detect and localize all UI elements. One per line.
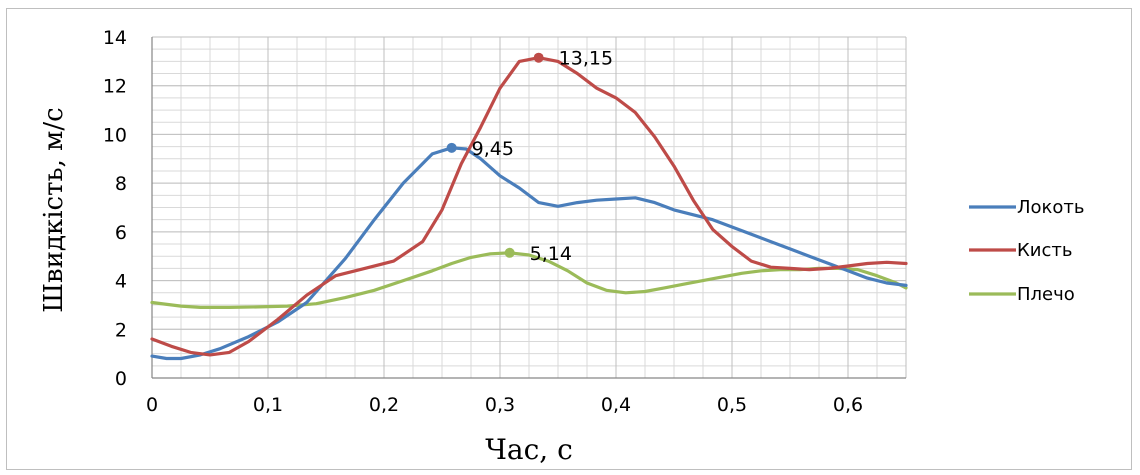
series-lines [150, 56, 908, 361]
x-tick-label: 0,2 [369, 394, 399, 416]
x-tick-label: 0,6 [833, 394, 863, 416]
legend-label-1: Локоть [1017, 197, 1085, 218]
y-tick-label: 0 [115, 368, 127, 390]
peak-point-1 [446, 142, 457, 153]
x-axis-title: Час, с [485, 433, 573, 466]
chart-frame [6, 8, 1132, 470]
x-tick-label: 0,4 [601, 394, 631, 416]
y-tick-label: 12 [103, 76, 127, 98]
y-tick-label: 2 [115, 319, 127, 341]
y-tick-label: 4 [115, 271, 127, 293]
peak-label-3: 5,14 [530, 243, 572, 265]
x-tick-label: 0,1 [253, 394, 283, 416]
axis-ticks: 0 0,1 0,2 0,3 0,4 0,5 0,6 0 2 4 6 8 10 12 14 [103, 27, 863, 416]
peak-label-2: 13,15 [559, 48, 613, 70]
x-tick-label: 0 [146, 394, 158, 416]
peak-label-1: 9,45 [472, 138, 514, 160]
legend: Локоть Кисть Плечо [969, 197, 1085, 305]
y-axis-title: Швидкість, м/с [39, 107, 69, 312]
series-line-2 [150, 56, 908, 357]
peak-point-2 [533, 52, 544, 63]
y-tick-label: 10 [103, 124, 127, 146]
x-tick-label: 0,3 [485, 394, 515, 416]
series-line-1 [150, 146, 908, 361]
y-tick-label: 6 [115, 222, 127, 244]
peak-point-3 [504, 247, 515, 258]
legend-label-3: Плечо [1017, 284, 1075, 305]
y-tick-label: 8 [115, 173, 127, 195]
legend-label-2: Кисть [1017, 240, 1072, 261]
peak-markers: 9,45 13,15 5,14 [446, 48, 613, 265]
y-tick-label: 14 [103, 27, 127, 49]
x-tick-label: 0,5 [717, 394, 747, 416]
